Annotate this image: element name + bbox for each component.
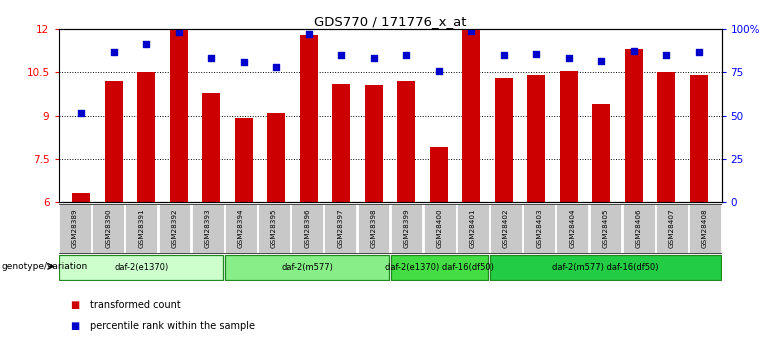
Point [140, 41, 153, 47]
FancyBboxPatch shape [391, 255, 488, 280]
Bar [365, 85, 383, 202]
Polygon shape [622, 204, 654, 253]
Bar [463, 29, 480, 202]
Bar [495, 78, 512, 202]
Polygon shape [391, 204, 423, 253]
Point [367, 55, 380, 61]
Text: GSM28403: GSM28403 [536, 208, 542, 248]
Point [238, 60, 250, 65]
Polygon shape [490, 204, 522, 253]
Text: percentile rank within the sample: percentile rank within the sample [90, 321, 255, 331]
Point [400, 52, 413, 58]
Polygon shape [523, 204, 555, 253]
Bar [397, 81, 415, 202]
Point [498, 52, 510, 58]
Bar [560, 71, 578, 202]
Text: GSM28400: GSM28400 [437, 208, 443, 248]
Point [530, 51, 543, 57]
Bar [73, 193, 90, 202]
Point [562, 55, 575, 61]
Text: GSM28399: GSM28399 [403, 208, 410, 248]
Bar [170, 29, 188, 202]
Polygon shape [689, 204, 721, 253]
Text: GSM28404: GSM28404 [569, 208, 576, 248]
Bar [527, 75, 545, 202]
Text: GSM28398: GSM28398 [370, 208, 377, 248]
Bar [300, 35, 317, 202]
Polygon shape [225, 204, 257, 253]
Polygon shape [357, 204, 389, 253]
Text: ■: ■ [70, 321, 80, 331]
Bar [332, 84, 350, 202]
Polygon shape [59, 204, 91, 253]
Text: GSM28406: GSM28406 [636, 208, 642, 248]
Polygon shape [457, 204, 489, 253]
Bar [235, 118, 253, 202]
Text: GSM28401: GSM28401 [470, 208, 476, 248]
Point [433, 68, 445, 74]
Text: daf-2(e1370) daf-16(df50): daf-2(e1370) daf-16(df50) [385, 263, 495, 272]
FancyBboxPatch shape [59, 255, 223, 280]
Polygon shape [192, 204, 224, 253]
Text: daf-2(m577): daf-2(m577) [281, 263, 333, 272]
Polygon shape [656, 204, 688, 253]
Text: daf-2(e1370): daf-2(e1370) [114, 263, 168, 272]
Polygon shape [556, 204, 588, 253]
Text: GSM28408: GSM28408 [702, 208, 708, 248]
Text: GSM28395: GSM28395 [271, 208, 277, 248]
Bar [105, 81, 122, 202]
Text: ■: ■ [70, 300, 80, 310]
Text: GSM28396: GSM28396 [304, 208, 310, 248]
Polygon shape [291, 204, 323, 253]
Bar [658, 72, 675, 202]
Bar [690, 75, 707, 202]
Point [205, 55, 218, 61]
Point [595, 58, 608, 64]
Point [628, 48, 640, 53]
Title: GDS770 / 171776_x_at: GDS770 / 171776_x_at [314, 15, 466, 28]
Text: GSM28397: GSM28397 [337, 208, 343, 248]
Polygon shape [324, 204, 356, 253]
Point [335, 52, 348, 58]
Bar [202, 92, 220, 202]
Polygon shape [126, 204, 158, 253]
Bar [268, 113, 285, 202]
Text: GSM28405: GSM28405 [602, 208, 608, 248]
Point [75, 110, 87, 116]
Text: transformed count: transformed count [90, 300, 180, 310]
Bar [430, 147, 448, 202]
Point [303, 31, 315, 36]
Text: GSM28391: GSM28391 [138, 208, 144, 248]
Point [270, 64, 282, 69]
Text: GSM28389: GSM28389 [72, 208, 78, 248]
Polygon shape [258, 204, 290, 253]
Bar [625, 49, 643, 202]
Text: GSM28393: GSM28393 [204, 208, 211, 248]
Text: GSM28394: GSM28394 [238, 208, 244, 248]
Point [465, 28, 477, 33]
Polygon shape [92, 204, 124, 253]
Polygon shape [590, 204, 622, 253]
Text: daf-2(m577) daf-16(df50): daf-2(m577) daf-16(df50) [552, 263, 659, 272]
Text: GSM28392: GSM28392 [172, 208, 178, 248]
Polygon shape [158, 204, 190, 253]
Bar [592, 104, 610, 202]
Point [660, 52, 672, 58]
Bar [137, 72, 155, 202]
Text: GSM28407: GSM28407 [668, 208, 675, 248]
Point [693, 50, 705, 55]
Polygon shape [424, 204, 456, 253]
Point [108, 50, 120, 55]
Text: GSM28390: GSM28390 [105, 208, 112, 248]
Text: GSM28402: GSM28402 [503, 208, 509, 248]
Point [172, 29, 185, 35]
FancyBboxPatch shape [491, 255, 721, 280]
FancyBboxPatch shape [225, 255, 389, 280]
Text: genotype/variation: genotype/variation [2, 262, 88, 271]
